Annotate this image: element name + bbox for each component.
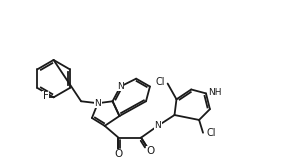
Text: N: N — [154, 121, 161, 130]
Text: N: N — [94, 99, 101, 108]
Text: O: O — [114, 149, 123, 159]
Text: Cl: Cl — [156, 77, 166, 87]
Text: N: N — [117, 82, 124, 91]
Text: F: F — [43, 91, 49, 101]
Text: Cl: Cl — [206, 128, 215, 138]
Text: O: O — [147, 146, 155, 156]
Text: NH: NH — [208, 88, 222, 97]
